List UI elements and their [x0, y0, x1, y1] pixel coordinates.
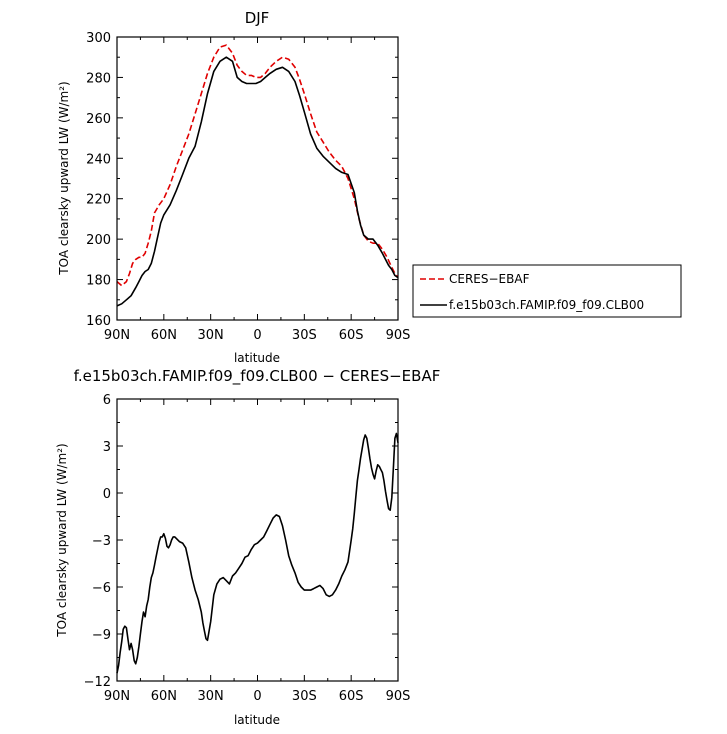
y-tick-label: −3	[92, 534, 111, 549]
legend-entry-ceres: CERES−EBAF	[449, 272, 530, 286]
series-line-0	[116, 44, 399, 287]
x-tick-label: 30S	[292, 328, 317, 343]
x-tick-label: 30S	[292, 689, 317, 704]
x-tick-label: 90N	[104, 328, 130, 343]
y-tick-label: 300	[86, 31, 111, 46]
series-line-1	[116, 56, 399, 307]
y-tick-label: 220	[86, 193, 111, 208]
x-tick-label: 60S	[339, 328, 364, 343]
y-tick-label: 6	[103, 393, 111, 408]
series-line-0	[116, 432, 399, 674]
y-tick-label: −9	[92, 628, 111, 643]
x-tick-label: 30N	[198, 328, 224, 343]
y-tick-label: −6	[92, 581, 111, 596]
y-tick-label: −12	[84, 675, 111, 690]
legend: CERES−EBAF f.e15b03ch.FAMIP.f09_f09.CLB0…	[412, 264, 682, 318]
y-tick-label: 240	[86, 152, 111, 167]
y-axis-label: TOA clearsky upward LW (W/m²)	[57, 81, 71, 275]
y-tick-label: 260	[86, 112, 111, 127]
legend-entry-model: f.e15b03ch.FAMIP.f09_f09.CLB00	[449, 298, 644, 312]
chart-mean-djf: DJF latitude TOA clearsky upward LW (W/m…	[57, 9, 410, 365]
y-tick-label: 200	[86, 233, 111, 248]
x-tick-label: 0	[253, 328, 261, 343]
plot-frame	[116, 398, 399, 682]
x-tick-label: 30N	[198, 689, 224, 704]
y-axis-label: TOA clearsky upward LW (W/m²)	[55, 443, 69, 637]
x-tick-label: 60N	[151, 328, 177, 343]
legend-box	[412, 264, 682, 318]
y-tick-label: 180	[86, 274, 111, 289]
x-tick-label: 90S	[386, 689, 411, 704]
x-tick-label: 60N	[151, 689, 177, 704]
chart-difference: f.e15b03ch.FAMIP.f09_f09.CLB00 − CERES−E…	[55, 367, 440, 727]
x-axis-label: latitude	[234, 351, 280, 365]
x-tick-label: 0	[253, 689, 261, 704]
y-tick-label: 0	[103, 487, 111, 502]
x-tick-label: 60S	[339, 689, 364, 704]
chart-title: DJF	[245, 9, 270, 27]
y-tick-label: 3	[103, 440, 111, 455]
y-tick-label: 280	[86, 71, 111, 86]
plot-frame	[116, 36, 399, 321]
y-tick-label: 160	[86, 314, 111, 329]
chart-title: f.e15b03ch.FAMIP.f09_f09.CLB00 − CERES−E…	[74, 367, 441, 386]
x-tick-label: 90N	[104, 689, 130, 704]
x-tick-label: 90S	[386, 328, 411, 343]
x-axis-label: latitude	[234, 713, 280, 727]
